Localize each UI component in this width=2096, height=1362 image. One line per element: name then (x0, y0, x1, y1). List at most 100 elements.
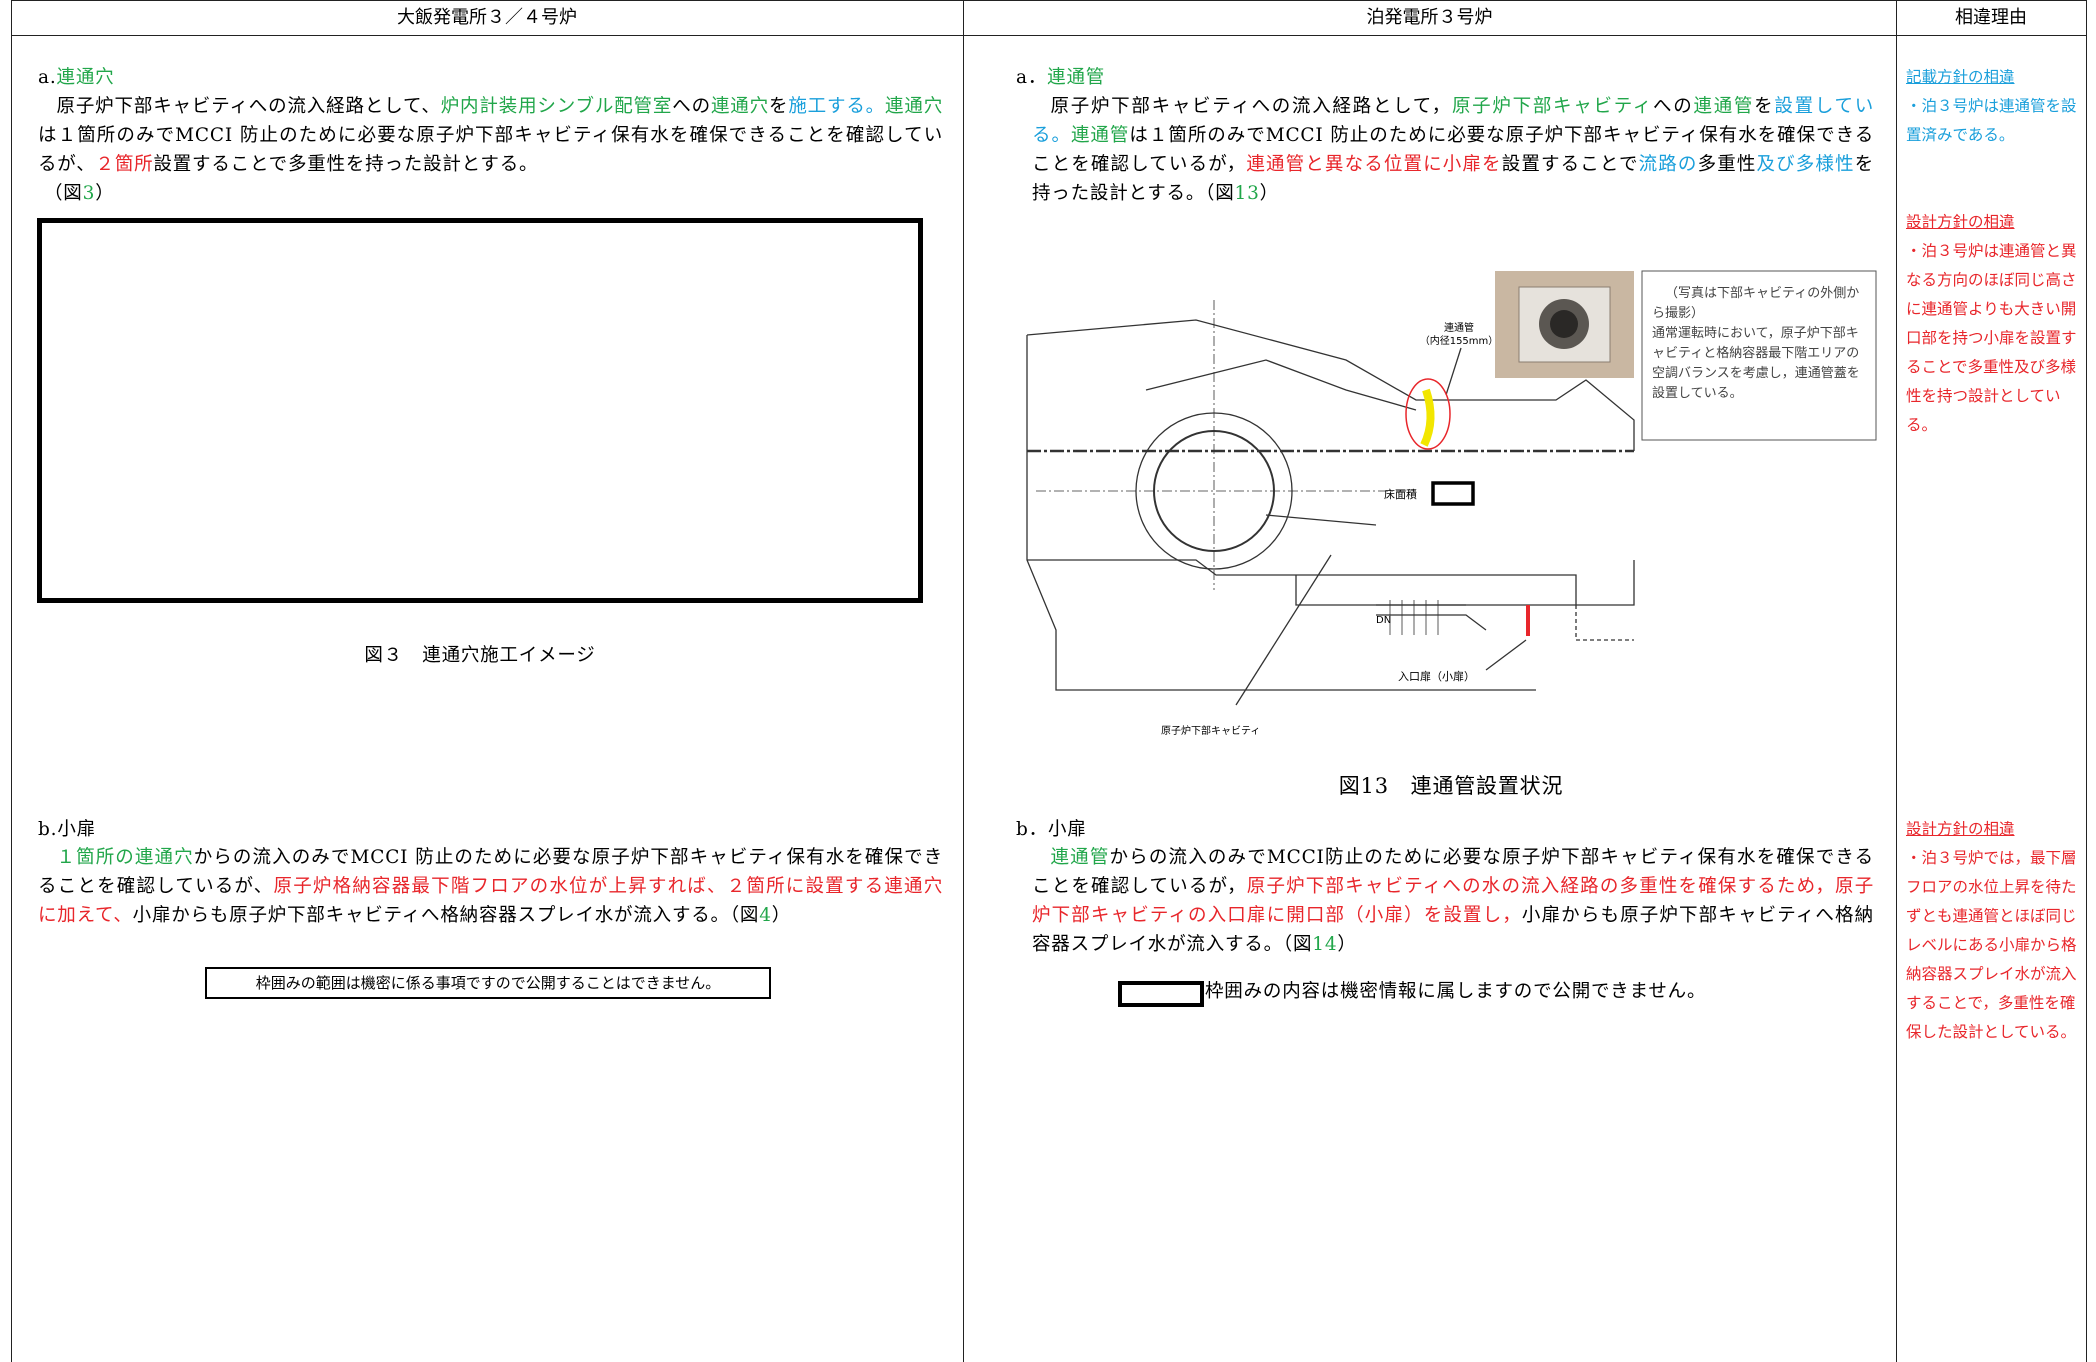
label: （内径155mm） (1419, 336, 1499, 347)
figure-caption: 図３ 連通穴施工イメージ (364, 645, 596, 666)
figure-13: 連通管 （内径155mm） 床面積 DN 入口扉（小扉） 原子炉下部キャビティ （… (1016, 260, 1886, 750)
text-run: 4 (759, 905, 772, 926)
text-run: 14 (1312, 934, 1338, 955)
text-run: ） (1337, 934, 1357, 955)
border (1896, 0, 1897, 1362)
column-header: 相違理由 (1955, 7, 2027, 28)
text-run: 原子炉下部キャビティへの水の流入経路の多重性を確保するため，原子炉下部キャビティ… (1032, 876, 1874, 926)
reason-heading: 設計方針の相違 (1906, 213, 2015, 231)
text-run: は１箇所のみでMCCI 防止のために必要な原子炉下部キャビティ保有水を確保できる… (38, 125, 943, 175)
stair (1389, 600, 1439, 635)
text-run: 設置することで多重性を持った設計とする。 (153, 154, 539, 175)
text-run: ） (771, 905, 792, 926)
text-run: 炉内計装用シンブル配管室 (440, 96, 673, 117)
text-run: 連通管と異なる位置に小扉を (1246, 154, 1502, 175)
confidential-note: 枠囲みの範囲は機密に係る事項ですので公開することはできません。 (205, 967, 771, 999)
figure-caption: 図13 連通管設置状況 (1338, 774, 1564, 798)
text-run: への (1653, 96, 1694, 117)
text-run: （図 (44, 183, 83, 204)
text-run: 多重性 (1697, 154, 1757, 175)
photo-note: （写真は下部キャビティの外側から撮影） 通常運転時において，原子炉下部キャビティと… (1652, 284, 1868, 404)
text-run: 設置している。 (1032, 96, 1875, 146)
pipe-highlight (1420, 388, 1435, 447)
border (2086, 0, 2087, 1362)
text-run: は１箇所のみでMCCI 防止のために必要な原子炉下部キャビティ保有水を確保できる… (1032, 125, 1874, 175)
text-run: b． (1016, 819, 1048, 840)
reason-heading: 記載方針の相違 (1906, 68, 2015, 86)
outline (1145, 359, 1417, 411)
text-run: 設置することで (1501, 154, 1639, 175)
text-run: を持った設計とする。（図 (1032, 154, 1874, 204)
reason-body: ・泊３号炉は連通管と異なる方向のほぼ同じ高さに連通管よりも大きい開口部を持つ小扉… (1906, 242, 2077, 434)
label: 連通管 （内径155mm） (1419, 322, 1499, 348)
text-run: b.小扉 (38, 819, 96, 840)
text-run: a. (38, 67, 57, 88)
photo-note-line: （写真は下部キャビティの外側から撮影） (1652, 286, 1860, 321)
text-run: 原子炉下部キャビティ (1451, 96, 1654, 117)
photo-note-box (1641, 270, 1877, 441)
leader (1235, 554, 1332, 706)
text-run: 小扉 (1047, 819, 1087, 840)
border (963, 0, 964, 1362)
heading: a.連通穴 (38, 63, 943, 92)
border (11, 0, 12, 1362)
column-header: 大飯発電所３／４号炉 (397, 7, 577, 28)
text-run: 流路の (1638, 154, 1698, 175)
paragraph: 原子炉下部キャビティへの流入経路として，原子炉下部キャビティへの連通管を設置して… (1032, 92, 1874, 208)
reason: 設計方針の相違 ・泊３号炉では，最下層フロアの水位上昇を待たずとも連通管とほぼ同じ… (1906, 815, 2082, 1047)
border (11, 35, 2086, 36)
text-run: 連通管 (1693, 96, 1755, 117)
text-run: 連通管 (1070, 125, 1130, 146)
text-run: を (768, 96, 789, 117)
text-run: ） (95, 183, 115, 204)
text-run: a． (1016, 67, 1048, 88)
column-header: 泊発電所３号炉 (1366, 7, 1493, 28)
reason-body: ・泊３号炉では，最下層フロアの水位上昇を待たずとも連通管とほぼ同じレベルにある小… (1906, 849, 2077, 1041)
text-run: 13 (1234, 183, 1260, 204)
text-run: 小扉からも原子炉下部キャビティへ格納容器スプレイ水が流入する。（図 (132, 905, 760, 926)
label: DN (1376, 615, 1392, 626)
text-run: への (672, 96, 711, 117)
label: 床面積 (1384, 488, 1417, 501)
figure-reference: （図3） (44, 179, 344, 208)
text-run: 連通穴 (56, 67, 115, 88)
text-run: 原子炉下部キャビティへの流入経路として， (1050, 96, 1452, 117)
paragraph: １箇所の連通穴からの流入のみでMCCI 防止のために必要な原子炉下部キャビティ保… (38, 843, 943, 930)
paragraph: 連通管からの流入のみでMCCI防止のために必要な原子炉下部キャビティ保有水を確保… (1032, 843, 1874, 959)
outline (1026, 319, 1635, 691)
text-run: からの流入のみでMCCI 防止のために必要な原子炉下部キャビティ保有水を確保でき… (38, 847, 943, 897)
leader (1445, 347, 1462, 396)
paragraph: 原子炉下部キャビティへの流入経路として、炉内計装用シンブル配管室への連通穴を施工… (38, 92, 943, 179)
redacted-area (1431, 481, 1475, 506)
label: 原子炉下部キャビティ (1161, 726, 1261, 737)
text-run: からの流入のみでMCCI防止のために必要な原子炉下部キャビティ保有水を確保できる… (1032, 847, 1874, 897)
diagram (1026, 270, 1877, 706)
text-run: 原子炉下部キャビティへの流入経路として、 (56, 96, 441, 117)
text-run: 連通管 (1050, 847, 1110, 868)
leader (1265, 514, 1377, 526)
text-run: 連通管 (1047, 67, 1106, 88)
text-run: 3 (82, 183, 96, 204)
redacted-marker (1118, 981, 1204, 1007)
border (11, 0, 2086, 1)
outline (1027, 559, 1635, 606)
confidential-note: 枠囲みの内容は機密情報に属しますので公開できません。 (1205, 981, 1707, 1002)
text-run: １箇所の連通穴 (56, 847, 194, 868)
text-run: 小扉からも原子炉下部キャビティへ格納容器スプレイ水が流入する。（図 (1032, 905, 1874, 955)
text-run: 連通穴 (885, 96, 943, 117)
outline (1575, 605, 1634, 641)
label: 入口扉（小扉） (1398, 670, 1475, 683)
heading: b.小扉 (38, 815, 943, 844)
center-line (1036, 300, 1416, 590)
reason: 設計方針の相違・泊３号炉は連通管と異なる方向のほぼ同じ高さに連通管よりも大きい開… (1906, 208, 2082, 440)
pipe-circle (1405, 378, 1451, 450)
text-run: ２箇所 (95, 154, 154, 175)
redacted-figure (37, 218, 923, 603)
reason-body: ・泊３号炉は連通管を設置済みである。 (1906, 97, 2077, 144)
heading: a．連通管 (1016, 63, 1874, 92)
text-run: 連通穴 (710, 96, 769, 117)
text-run: 原子炉格納容器最下階フロアの水位が上昇すれば、２箇所に設置する連通穴に加えて、 (38, 876, 943, 926)
photo (1550, 310, 1578, 338)
text-run: 及び多様性 (1756, 154, 1855, 175)
